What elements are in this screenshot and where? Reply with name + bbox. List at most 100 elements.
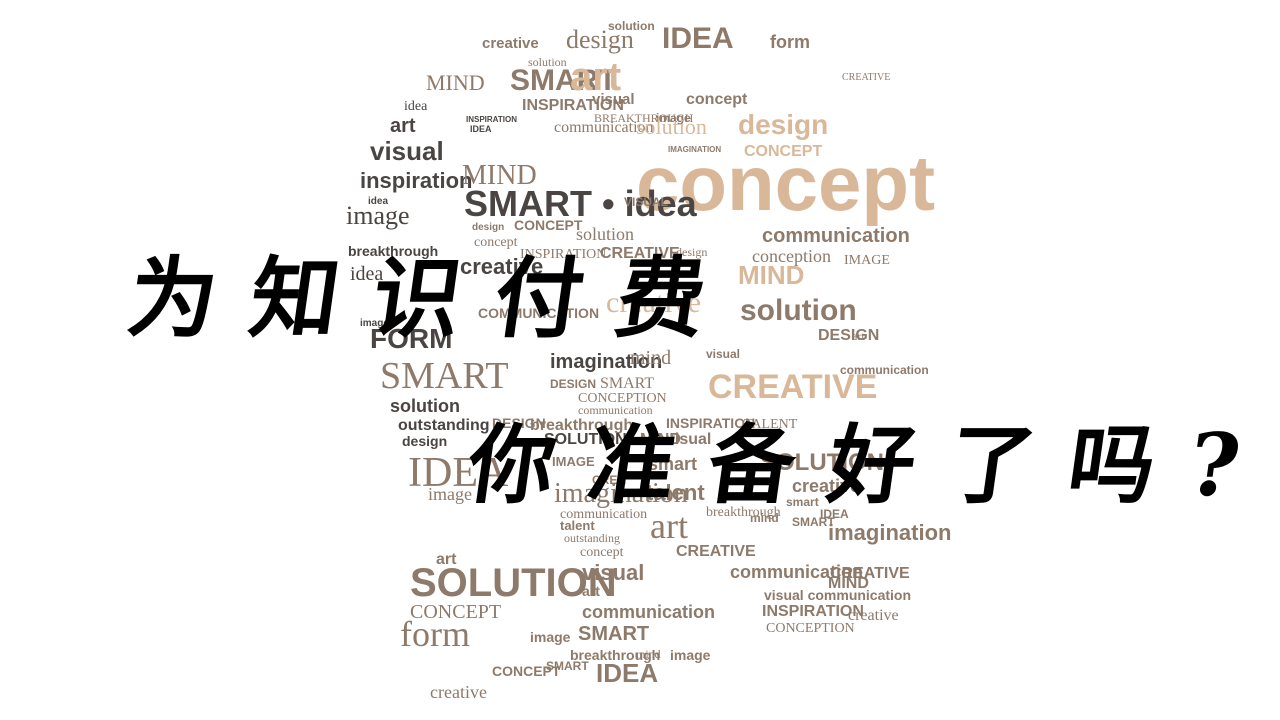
cloud-word: INSPIRATION xyxy=(520,247,606,262)
cloud-word: SMART xyxy=(792,515,835,529)
cloud-word: image xyxy=(360,318,389,329)
headline-line-2: 你准备好了吗? xyxy=(461,415,1280,516)
cloud-word: CREATIVE xyxy=(600,245,680,262)
cloud-word: INSPIRATION xyxy=(666,415,755,431)
cloud-word: CONCEPT xyxy=(410,601,501,623)
cloud-word: design xyxy=(472,222,504,233)
cloud-word: solution xyxy=(576,224,634,244)
cloud-word: creative xyxy=(848,607,899,624)
cloud-word: conception xyxy=(752,246,831,266)
cloud-word: communication xyxy=(730,562,863,582)
cloud-word: idea xyxy=(350,263,383,285)
cloud-word: CREATIVE xyxy=(830,565,910,582)
cloud-word: IDEA xyxy=(820,507,849,521)
cloud-word: visual xyxy=(370,136,444,166)
cloud-word: idea xyxy=(368,196,388,207)
cloud-word: solution xyxy=(740,294,857,327)
cloud-word: TALENT xyxy=(744,417,798,432)
cloud-word: concept xyxy=(474,235,518,250)
cloud-word: communication xyxy=(840,363,929,377)
cloud-word: art xyxy=(570,55,621,99)
cloud-word: mind xyxy=(636,647,661,661)
cloud-word: breakthrough xyxy=(706,505,781,520)
headline-line-1: 为知识付费 xyxy=(121,246,747,350)
cloud-word: CONCEPT xyxy=(744,143,822,160)
cloud-word: SMART xyxy=(380,355,509,397)
cloud-word: IMAGE xyxy=(844,253,890,268)
cloud-word: COMMUNICATION xyxy=(478,305,599,321)
cloud-word: SMART xyxy=(578,623,649,645)
cloud-word: visual xyxy=(706,347,740,361)
cloud-word: form xyxy=(770,32,810,52)
cloud-word: outstanding xyxy=(564,531,620,545)
cloud-word: art xyxy=(852,329,865,343)
cloud-word: IDEA xyxy=(408,450,509,496)
cloud-word: communication xyxy=(554,119,654,136)
cloud-word: smart xyxy=(648,454,697,474)
cloud-word: creative xyxy=(792,476,860,496)
cloud-word: INSPIRATION xyxy=(522,97,624,114)
cloud-word: solution xyxy=(636,114,707,139)
cloud-word: CREATIVE xyxy=(842,72,890,83)
cloud-word: breakthrough xyxy=(570,647,660,663)
cloud-word: MIND xyxy=(426,70,485,95)
cloud-word: creative xyxy=(430,682,487,702)
cloud-word: visual xyxy=(592,91,635,108)
cloud-word: MIND xyxy=(640,431,681,448)
cloud-word: IDEA xyxy=(596,658,658,688)
cloud-word: art xyxy=(436,551,457,568)
cloud-word: DESIGN xyxy=(818,327,879,344)
cloud-word: visual xyxy=(666,431,711,448)
cloud-word: image xyxy=(530,629,571,645)
cloud-word: design xyxy=(738,109,828,140)
cloud-word: SMART xyxy=(546,659,589,673)
cloud-word: BREAKTHROUGH xyxy=(594,111,694,125)
cloud-word: concept xyxy=(580,545,624,560)
cloud-word: SOLUTION xyxy=(760,449,884,476)
cloud-word: idea xyxy=(404,99,428,114)
cloud-word: DESIGN xyxy=(492,415,546,431)
cloud-word: SMART xyxy=(510,64,617,97)
cloud-word: SOLUTION xyxy=(544,431,627,448)
cloud-word: imagination xyxy=(554,478,688,509)
cloud-word: design xyxy=(566,25,634,54)
cloud-word: INSPIRATION xyxy=(762,603,864,620)
cloud-word: design xyxy=(402,433,447,449)
cloud-word: creative xyxy=(606,286,701,319)
cloud-word: CONCEPT xyxy=(492,663,561,679)
cloud-word: form xyxy=(400,614,470,654)
cloud-word: art xyxy=(390,115,416,137)
cloud-word: design xyxy=(676,245,707,259)
cloud-word: IDEA xyxy=(662,22,734,55)
cloud-word: imagination xyxy=(550,351,662,373)
cloud-word: mind xyxy=(750,511,779,525)
cloud-word: creative xyxy=(482,35,539,52)
cloud-word: concept xyxy=(636,139,935,227)
cloud-word: communication xyxy=(582,602,715,622)
cloud-word: image xyxy=(656,111,691,125)
cloud-word: IMAGE xyxy=(552,454,595,469)
cloud-word: IMAGINATION xyxy=(668,145,721,154)
cloud-word: art xyxy=(650,506,688,546)
cloud-word: MIND xyxy=(828,575,869,592)
cloud-word: CREATIVE xyxy=(676,543,756,560)
cloud-word: CREATIVE xyxy=(708,368,877,406)
cloud-word: INSPIRATION xyxy=(466,115,517,124)
cloud-word: CONCEPT xyxy=(514,217,583,233)
cloud-word: image xyxy=(670,647,711,663)
cloud-word: CREA xyxy=(592,473,626,487)
cloud-word: CONCEPTION xyxy=(766,621,855,636)
cloud-word: outstanding xyxy=(398,417,490,434)
cloud-word: IDEA xyxy=(470,124,492,134)
cloud-word: inspiration xyxy=(360,168,472,193)
cloud-word: solution xyxy=(528,55,567,69)
cloud-word: solution xyxy=(608,19,655,33)
cloud-word: mind xyxy=(630,347,671,369)
cloud-word: SOLUTION xyxy=(410,561,617,605)
cloud-word: SMART xyxy=(600,375,654,392)
cloud-word: MIND xyxy=(738,260,804,290)
cloud-word: FORM xyxy=(370,323,452,354)
cloud-word: talent xyxy=(560,518,595,533)
